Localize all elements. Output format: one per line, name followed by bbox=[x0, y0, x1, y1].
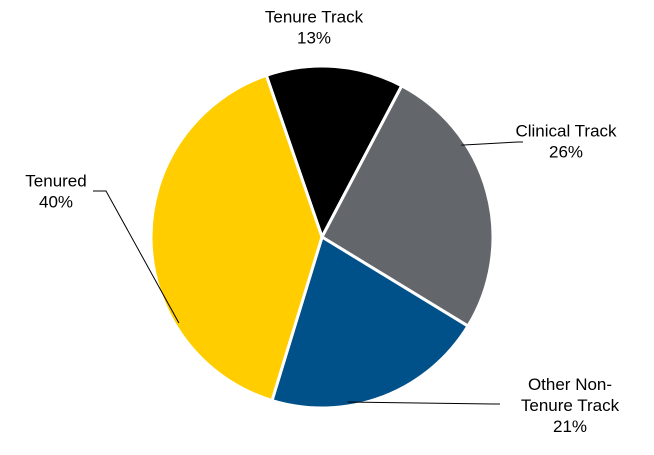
label-value-tenure-track: 13% bbox=[297, 29, 331, 48]
label-other-non-tenure-track: Other Non- Tenure Track 21% bbox=[521, 375, 620, 436]
leader-line-tenured bbox=[93, 190, 180, 324]
leader-line-other-non-tenure-track bbox=[347, 401, 500, 405]
slice-tenure-track bbox=[264, 64, 404, 239]
label-tenured: Tenured 40% bbox=[25, 171, 86, 211]
slice-tenured bbox=[149, 73, 324, 403]
label-category-tenured: Tenured bbox=[25, 171, 86, 190]
label-category-clinical-track: Clinical Track bbox=[515, 121, 617, 140]
label-clinical-track: Clinical Track 26% bbox=[515, 121, 617, 161]
label-category-tenure-track: Tenure Track bbox=[265, 7, 364, 26]
slices-layer bbox=[149, 64, 495, 410]
labels-layer: Tenure Track 13% Clinical Track 26% Other No… bbox=[25, 7, 620, 436]
label-tenure-track: Tenure Track 13% bbox=[265, 7, 364, 47]
label-category-other-non-tenure-track: Other Non- bbox=[528, 375, 612, 394]
slice-other-non-tenure-track bbox=[270, 235, 470, 410]
label-value-tenured: 40% bbox=[39, 192, 73, 211]
label-value-clinical-track: 26% bbox=[549, 142, 583, 161]
leader-line-clinical-track bbox=[461, 141, 523, 146]
leader-lines-layer bbox=[93, 141, 523, 405]
label-category-other-non-tenure-track: Tenure Track bbox=[521, 396, 620, 415]
slice-clinical-track bbox=[320, 84, 495, 328]
label-value-other-non-tenure-track: 21% bbox=[553, 417, 587, 436]
